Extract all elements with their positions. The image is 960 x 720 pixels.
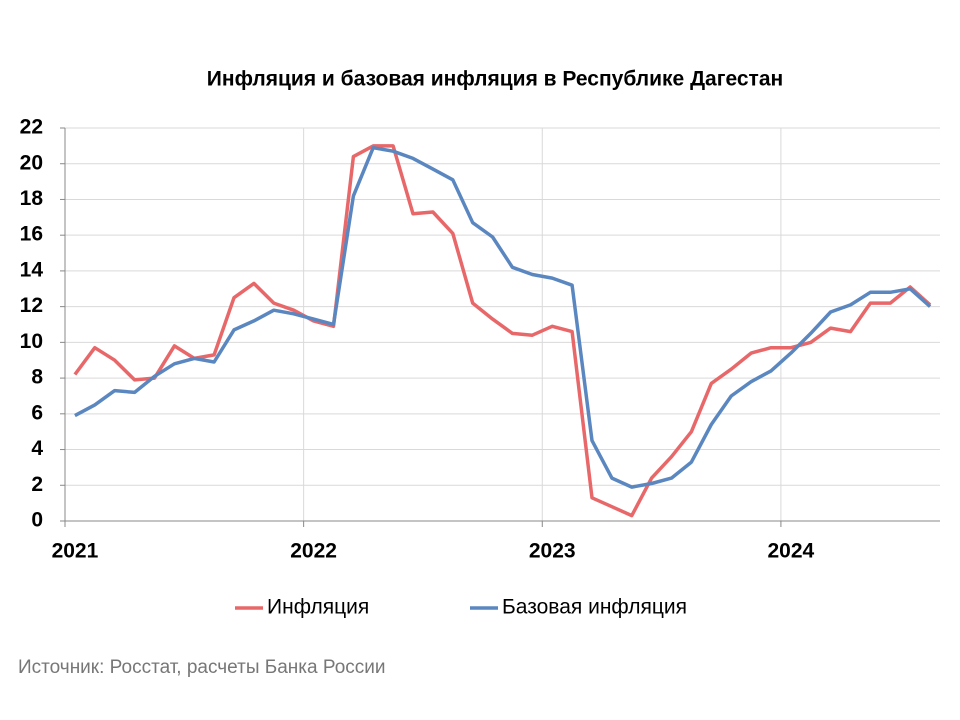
y-tick-label: 4	[31, 437, 43, 460]
x-tick-label: 2022	[290, 540, 337, 563]
y-tick-label: 0	[31, 509, 43, 532]
y-tick-label: 10	[20, 330, 43, 353]
y-tick-label: 18	[20, 187, 44, 210]
x-tick-label: 2021	[52, 540, 99, 563]
data-line	[74, 145, 932, 489]
y-tick-label: 6	[31, 401, 43, 424]
chart-title: Инфляция и базовая инфляция в Республике…	[207, 68, 783, 91]
x-tick-label: 2023	[529, 540, 576, 563]
y-tick-label: 2	[31, 473, 43, 496]
y-tick-label: 14	[20, 258, 44, 281]
y-tick-label: 16	[20, 223, 43, 246]
x-tick-label: 2024	[767, 540, 814, 563]
legend-label: Базовая инфляция	[502, 596, 687, 619]
y-tick-label: 8	[31, 366, 43, 389]
y-tick-label: 22	[20, 116, 43, 139]
source-note: Источник: Росстат, расчеты Банка России	[18, 657, 386, 678]
data-line	[73, 144, 932, 518]
y-tick-label: 20	[20, 151, 43, 174]
legend-label: Инфляция	[267, 596, 369, 619]
y-tick-label: 12	[20, 294, 43, 317]
